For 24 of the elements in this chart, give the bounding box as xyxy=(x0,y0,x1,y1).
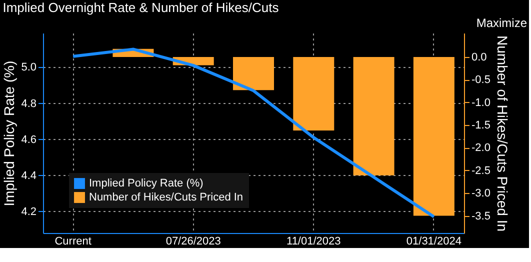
x-tick-label: 01/31/2024 xyxy=(406,236,462,248)
y2-tick-label: -1.5 xyxy=(472,120,490,132)
line-series xyxy=(72,48,436,218)
y-tick-label: 4.6 xyxy=(21,134,36,146)
y-tick-label: 5.0 xyxy=(21,62,36,74)
legend-label: Number of Hikes/Cuts Priced In xyxy=(89,192,244,204)
text: Maximize xyxy=(476,16,528,30)
chart-title: Implied Overnight Rate & Number of Hikes/Cuts xyxy=(2,0,280,15)
y-axis-title: Implied Policy Rate (%) xyxy=(1,60,18,206)
y-tick-label: 4.2 xyxy=(21,206,36,218)
y2-tick-label: -2.0 xyxy=(472,142,490,154)
x-tick-label: Current xyxy=(54,236,92,248)
x-tick-label: 11/01/2023 xyxy=(286,236,341,248)
y2-tick-label: -1.0 xyxy=(472,96,490,109)
legend-label: Implied Policy Rate (%) xyxy=(89,178,204,190)
y2-tick-label: -2.5 xyxy=(472,164,490,177)
x-tick-label: 07/26/2023 xyxy=(166,236,221,248)
y2-tick-label: -3.0 xyxy=(472,188,490,200)
y2-tick-label: -3.5 xyxy=(472,210,490,222)
y2-tick-label: 0.0 xyxy=(472,52,487,64)
y2-axis-title: Number of Hikes/Cuts Priced In xyxy=(494,35,510,232)
y-tick-label: 4.4 xyxy=(21,170,36,182)
y2-tick-label: -0.5 xyxy=(472,74,490,86)
y-tick-label: 4.8 xyxy=(21,98,36,110)
